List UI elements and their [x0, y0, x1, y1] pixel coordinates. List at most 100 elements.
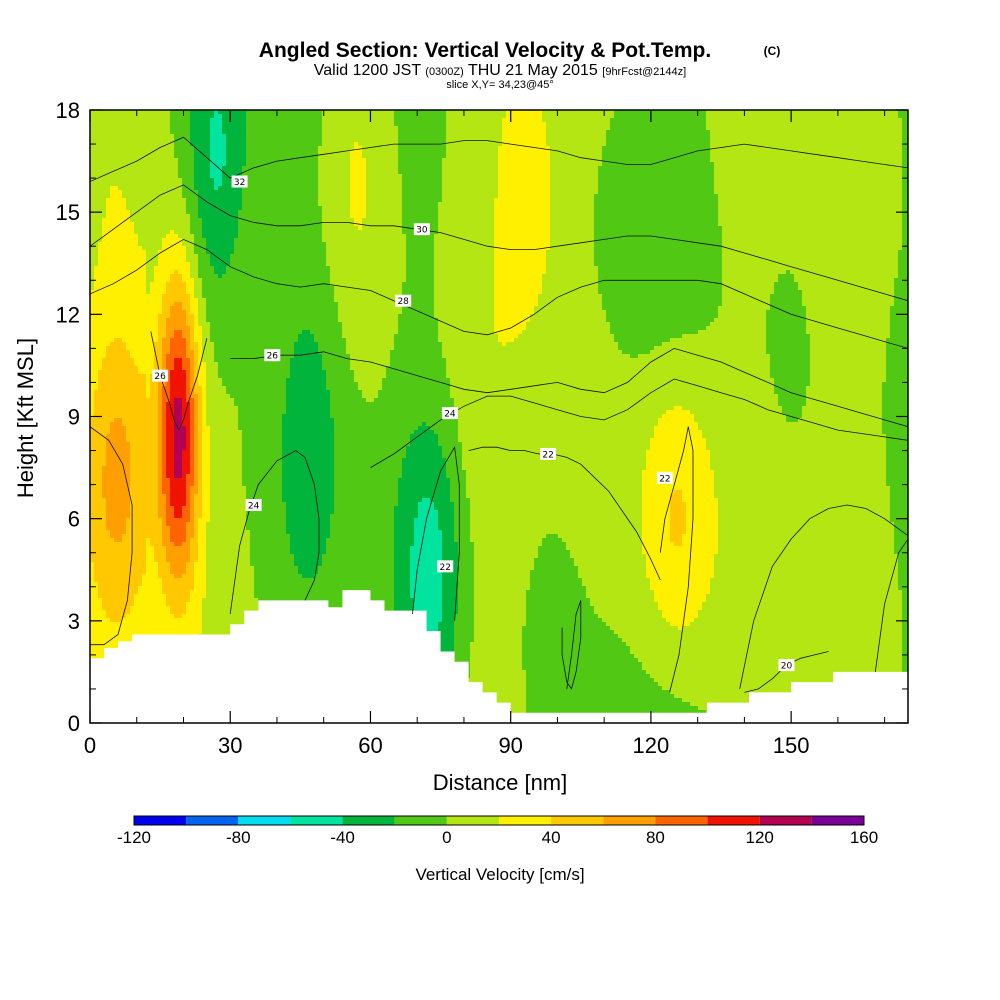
- velocity-cell: [170, 626, 175, 631]
- velocity-cell: [206, 154, 211, 159]
- velocity-cell: [206, 538, 211, 543]
- velocity-cell: [130, 142, 135, 147]
- velocity-cell: [206, 234, 211, 239]
- velocity-cell: [94, 422, 99, 427]
- velocity-cell: [182, 334, 187, 339]
- velocity-cell: [150, 398, 155, 403]
- velocity-cell: [126, 618, 131, 623]
- velocity-cell: [142, 330, 147, 335]
- velocity-cell: [138, 250, 143, 255]
- velocity-cell: [174, 518, 179, 523]
- velocity-cell: [130, 150, 135, 155]
- velocity-cell: [102, 590, 107, 595]
- velocity-cell: [158, 330, 163, 335]
- velocity-cell: [122, 226, 127, 231]
- velocity-cell: [126, 354, 131, 359]
- velocity-cell: [198, 242, 203, 247]
- velocity-cell: [126, 382, 131, 387]
- velocity-cell: [210, 386, 215, 391]
- velocity-cell: [122, 294, 127, 299]
- velocity-cell: [174, 566, 179, 571]
- velocity-cell: [126, 122, 131, 127]
- velocity-cell: [170, 110, 175, 115]
- velocity-cell: [174, 174, 179, 179]
- velocity-cell: [130, 390, 135, 395]
- velocity-cell: [102, 306, 107, 311]
- velocity-cell: [150, 550, 155, 555]
- velocity-cell: [122, 570, 127, 575]
- velocity-cell: [206, 146, 211, 151]
- velocity-cell: [126, 622, 131, 627]
- velocity-cell: [186, 310, 191, 315]
- velocity-cell: [182, 166, 187, 171]
- velocity-cell: [154, 438, 159, 443]
- velocity-cell: [170, 610, 175, 615]
- velocity-cell: [210, 330, 215, 335]
- velocity-cell: [202, 386, 207, 391]
- velocity-cell: [114, 606, 119, 611]
- velocity-cell: [210, 434, 215, 439]
- velocity-cell: [170, 506, 175, 511]
- velocity-cell: [110, 334, 115, 339]
- velocity-cell: [154, 578, 159, 583]
- velocity-cell: [194, 278, 199, 283]
- velocity-cell: [110, 570, 115, 575]
- velocity-cell: [142, 222, 147, 227]
- chart-title-suffix: (C): [764, 44, 781, 58]
- velocity-cell: [118, 314, 123, 319]
- velocity-cell: [106, 586, 111, 591]
- velocity-cell: [94, 594, 99, 599]
- velocity-cell: [98, 290, 103, 295]
- velocity-cell: [158, 630, 163, 635]
- velocity-cell: [170, 326, 175, 331]
- velocity-cell: [138, 598, 143, 603]
- velocity-cell: [198, 538, 203, 543]
- velocity-cell: [118, 506, 123, 511]
- velocity-cell: [94, 630, 99, 635]
- velocity-cell: [194, 346, 199, 351]
- velocity-cell: [106, 234, 111, 239]
- velocity-cell: [214, 298, 219, 303]
- velocity-cell: [146, 230, 151, 235]
- velocity-cell: [122, 602, 127, 607]
- velocity-cell: [134, 398, 139, 403]
- velocity-cell: [190, 210, 195, 215]
- velocity-cell: [178, 278, 183, 283]
- velocity-cell: [166, 610, 171, 615]
- velocity-cell: [138, 446, 143, 451]
- velocity-cell: [154, 446, 159, 451]
- velocity-cell: [182, 522, 187, 527]
- velocity-cell: [94, 182, 99, 187]
- velocity-cell: [186, 314, 191, 319]
- velocity-cell: [98, 262, 103, 267]
- velocity-cell: [94, 590, 99, 595]
- velocity-cell: [150, 302, 155, 307]
- velocity-cell: [202, 306, 207, 311]
- velocity-cell: [118, 138, 123, 143]
- velocity-cell: [218, 194, 223, 199]
- velocity-cell: [190, 342, 195, 347]
- velocity-cell: [138, 406, 143, 411]
- velocity-cell: [146, 530, 151, 535]
- velocity-cell: [186, 522, 191, 527]
- velocity-cell: [162, 274, 167, 279]
- velocity-cell: [90, 150, 95, 155]
- velocity-cell: [166, 590, 171, 595]
- velocity-cell: [130, 354, 135, 359]
- velocity-cell: [158, 414, 163, 419]
- velocity-cell: [162, 390, 167, 395]
- velocity-cell: [114, 374, 119, 379]
- velocity-cell: [194, 414, 199, 419]
- velocity-cell: [186, 430, 191, 435]
- velocity-cell: [198, 114, 203, 119]
- velocity-cell: [154, 226, 159, 231]
- velocity-cell: [114, 174, 119, 179]
- velocity-cell: [198, 590, 203, 595]
- velocity-cell: [194, 442, 199, 447]
- velocity-cell: [186, 250, 191, 255]
- velocity-cell: [190, 486, 195, 491]
- velocity-cell: [102, 486, 107, 491]
- velocity-cell: [190, 246, 195, 251]
- velocity-cell: [102, 282, 107, 287]
- velocity-cell: [138, 118, 143, 123]
